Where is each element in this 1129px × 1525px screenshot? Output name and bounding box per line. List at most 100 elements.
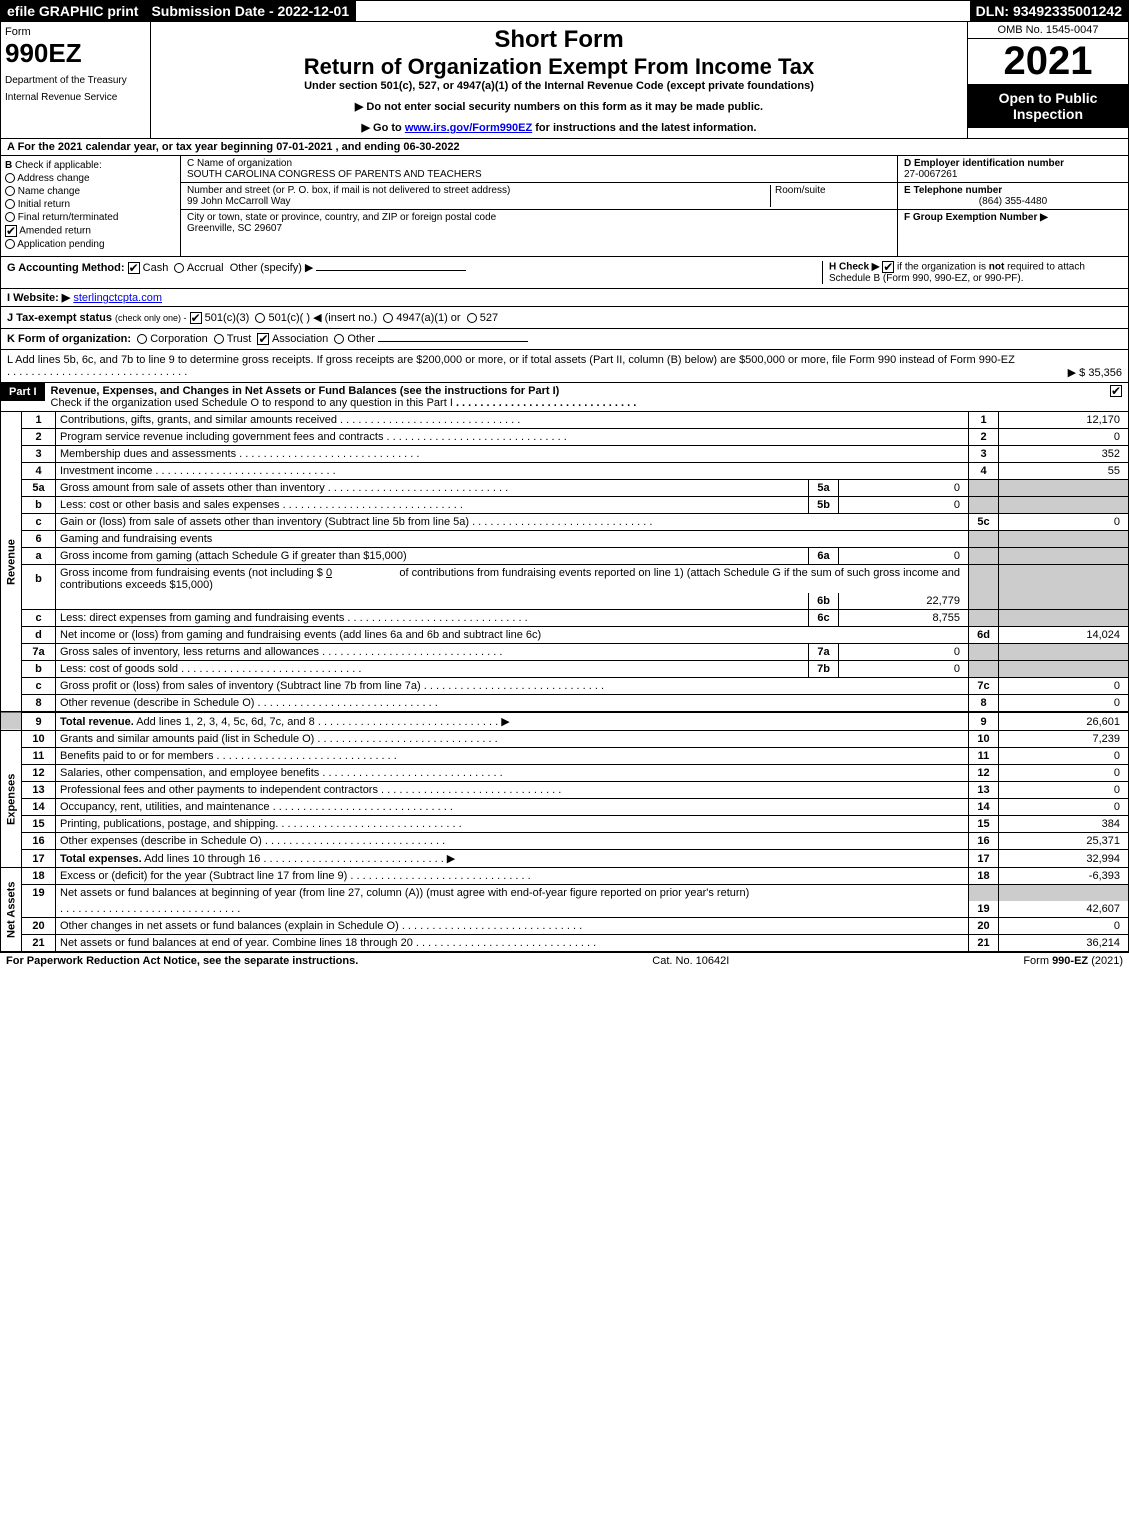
501c3-checkbox[interactable] xyxy=(190,312,202,324)
line-num: 12 xyxy=(22,765,56,782)
addr-label: Number and street (or P. O. box, if mail… xyxy=(187,185,510,196)
mid-label: 6b xyxy=(809,593,839,610)
application-pending-checkbox[interactable] xyxy=(5,239,15,249)
line-desc: Less: direct expenses from gaming and fu… xyxy=(60,612,344,624)
other-org-input[interactable] xyxy=(378,341,528,342)
line-num: d xyxy=(22,627,56,644)
grey-cell xyxy=(969,885,999,902)
line-num: 16 xyxy=(22,833,56,850)
dots-icon xyxy=(399,920,582,932)
irs-link[interactable]: www.irs.gov/Form990EZ xyxy=(405,122,532,134)
grey-cell xyxy=(999,593,1129,610)
line-result-val: 0 xyxy=(999,514,1129,531)
table-row: 17 Total expenses. Add lines 10 through … xyxy=(1,850,1129,868)
line-result-num: 10 xyxy=(969,731,999,748)
dots-icon xyxy=(413,937,596,949)
table-row: 14 Occupancy, rent, utilities, and maint… xyxy=(1,799,1129,816)
527-checkbox[interactable] xyxy=(467,313,477,323)
grey-cell xyxy=(999,480,1129,497)
line-desc: Net assets or fund balances at beginning… xyxy=(56,885,969,902)
i-label: I Website: ▶ xyxy=(7,292,70,304)
dots-icon xyxy=(319,646,502,658)
initial-return-checkbox[interactable] xyxy=(5,199,15,209)
trust-checkbox[interactable] xyxy=(214,334,224,344)
line-result-num: 4 xyxy=(969,463,999,480)
grey-cell xyxy=(969,531,999,548)
grey-cell xyxy=(999,531,1129,548)
line-result-num: 9 xyxy=(969,712,999,731)
line-desc-bold: Total expenses. xyxy=(60,853,142,865)
grey-cell xyxy=(969,593,999,610)
efile-label[interactable]: efile GRAPHIC print xyxy=(1,1,145,21)
line-num: 17 xyxy=(22,850,56,868)
h-checkbox[interactable] xyxy=(882,261,894,273)
line-result-num: 8 xyxy=(969,695,999,713)
line-desc: Professional fees and other payments to … xyxy=(60,784,378,796)
line-result-val: 25,371 xyxy=(999,833,1129,850)
check-if-label: Check if applicable: xyxy=(15,160,102,171)
form-id-cell: Form 990EZ Department of the Treasury In… xyxy=(1,22,151,138)
line-num: c xyxy=(22,678,56,695)
501c3-label: 501(c)(3) xyxy=(205,312,250,324)
line-result-val: 0 xyxy=(999,678,1129,695)
table-row: d Net income or (loss) from gaming and f… xyxy=(1,627,1129,644)
name-change-checkbox[interactable] xyxy=(5,186,15,196)
row-g: G Accounting Method: Cash Accrual Other … xyxy=(0,256,1129,289)
amended-return-checkbox[interactable] xyxy=(5,225,17,237)
dots-icon xyxy=(315,716,498,728)
final-return-checkbox[interactable] xyxy=(5,212,15,222)
line-desc: Net income or (loss) from gaming and fun… xyxy=(60,629,541,641)
dots-icon xyxy=(270,801,453,813)
mid-label: 6c xyxy=(809,610,839,627)
line-num xyxy=(22,901,56,918)
j-label: J Tax-exempt status xyxy=(7,312,112,324)
other-org-checkbox[interactable] xyxy=(334,334,344,344)
corporation-checkbox[interactable] xyxy=(137,334,147,344)
line-desc: Membership dues and assessments xyxy=(60,448,236,460)
schedule-o-checkbox[interactable] xyxy=(1110,385,1122,397)
4947-label: 4947(a)(1) or xyxy=(396,312,460,324)
h-label: H Check ▶ xyxy=(829,262,879,273)
final-return-label: Final return/terminated xyxy=(18,212,119,223)
line-result-num: 5c xyxy=(969,514,999,531)
mid-val: 0 xyxy=(839,497,969,514)
grey-cell xyxy=(969,548,999,565)
mid-val: 0 xyxy=(839,480,969,497)
line-num: 15 xyxy=(22,816,56,833)
other-specify-input[interactable] xyxy=(316,270,466,271)
footer-mid: Cat. No. 10642I xyxy=(652,955,729,967)
dots-icon xyxy=(383,431,566,443)
table-row: Revenue 1 Contributions, gifts, grants, … xyxy=(1,412,1129,429)
part-1-title-text: Revenue, Expenses, and Changes in Net As… xyxy=(51,385,560,397)
line-desc: Printing, publications, postage, and shi… xyxy=(60,818,278,830)
dots-icon xyxy=(254,697,437,709)
501c-checkbox[interactable] xyxy=(255,313,265,323)
4947-checkbox[interactable] xyxy=(383,313,393,323)
mid-label: 7a xyxy=(809,644,839,661)
goto-post: for instructions and the latest informat… xyxy=(532,122,756,134)
phone-value: (864) 355-4480 xyxy=(904,196,1122,207)
table-row: 21 Net assets or fund balances at end of… xyxy=(1,935,1129,952)
table-row: 16 Other expenses (describe in Schedule … xyxy=(1,833,1129,850)
table-row: a Gross income from gaming (attach Sched… xyxy=(1,548,1129,565)
address-change-checkbox[interactable] xyxy=(5,173,15,183)
accrual-checkbox[interactable] xyxy=(174,263,184,273)
open-to-public: Open to Public Inspection xyxy=(968,84,1128,128)
dept-irs: Internal Revenue Service xyxy=(5,92,146,103)
corporation-label: Corporation xyxy=(150,333,207,345)
website-link[interactable]: sterlingctcpta.com xyxy=(73,292,162,304)
line-result-val: 352 xyxy=(999,446,1129,463)
org-name-row: C Name of organization SOUTH CAROLINA CO… xyxy=(181,156,897,183)
form-header: Form 990EZ Department of the Treasury In… xyxy=(0,22,1129,139)
spacer xyxy=(1,712,22,731)
cash-checkbox[interactable] xyxy=(128,262,140,274)
association-checkbox[interactable] xyxy=(257,333,269,345)
section-b: B Check if applicable: Address change Na… xyxy=(1,156,181,256)
l-text: L Add lines 5b, 6c, and 7b to line 9 to … xyxy=(7,354,1015,366)
grey-cell xyxy=(999,497,1129,514)
line-num: c xyxy=(22,514,56,531)
submission-date: Submission Date - 2022-12-01 xyxy=(145,1,356,21)
grey-cell xyxy=(969,661,999,678)
title-cell: Short Form Return of Organization Exempt… xyxy=(151,22,968,138)
dots-icon xyxy=(280,499,463,511)
